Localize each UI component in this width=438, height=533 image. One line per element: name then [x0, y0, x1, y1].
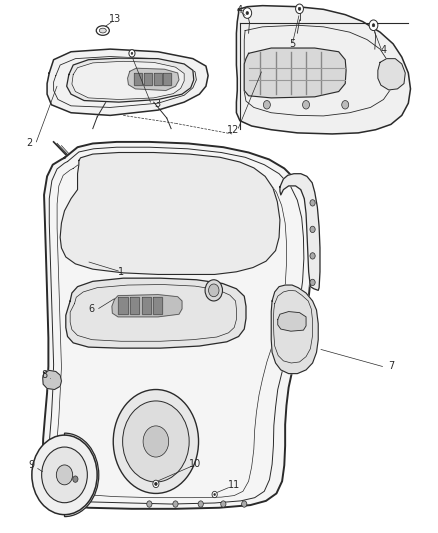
Circle shape [123, 401, 189, 482]
Circle shape [173, 501, 178, 507]
Circle shape [143, 426, 169, 457]
Circle shape [298, 7, 301, 11]
Circle shape [147, 501, 152, 507]
Circle shape [214, 494, 215, 496]
Circle shape [296, 4, 304, 13]
Text: 4: 4 [237, 5, 243, 15]
Polygon shape [378, 59, 405, 90]
Circle shape [303, 101, 310, 109]
Polygon shape [118, 297, 127, 314]
Polygon shape [130, 297, 139, 314]
Polygon shape [66, 278, 246, 348]
Ellipse shape [99, 28, 106, 33]
Polygon shape [237, 6, 410, 134]
Circle shape [221, 501, 226, 507]
Ellipse shape [96, 26, 110, 35]
Circle shape [369, 20, 378, 30]
Circle shape [153, 480, 159, 488]
Polygon shape [278, 312, 306, 331]
Polygon shape [271, 285, 318, 374]
Circle shape [242, 501, 247, 507]
Polygon shape [280, 174, 320, 290]
Text: 6: 6 [89, 304, 95, 314]
Polygon shape [72, 61, 184, 100]
Polygon shape [144, 74, 152, 85]
Circle shape [42, 447, 87, 503]
Circle shape [32, 435, 97, 515]
Circle shape [113, 390, 198, 494]
Polygon shape [43, 370, 61, 390]
Circle shape [243, 8, 252, 18]
Circle shape [342, 101, 349, 109]
Circle shape [263, 101, 270, 109]
Polygon shape [244, 48, 346, 98]
Text: 13: 13 [110, 14, 121, 25]
Text: 1: 1 [118, 267, 124, 277]
Text: 11: 11 [228, 480, 240, 490]
Polygon shape [112, 295, 182, 317]
Polygon shape [127, 68, 179, 91]
Text: 9: 9 [28, 461, 34, 470]
Circle shape [57, 465, 73, 485]
Circle shape [198, 501, 203, 507]
Circle shape [73, 476, 78, 482]
Polygon shape [60, 152, 280, 274]
Circle shape [372, 23, 375, 27]
Polygon shape [153, 297, 162, 314]
Circle shape [155, 482, 157, 486]
Circle shape [208, 284, 219, 297]
Circle shape [310, 200, 315, 206]
Polygon shape [67, 58, 194, 102]
Circle shape [310, 226, 315, 232]
Text: 10: 10 [189, 459, 201, 469]
Polygon shape [163, 74, 171, 85]
Polygon shape [141, 297, 151, 314]
Circle shape [131, 52, 133, 54]
Polygon shape [154, 74, 162, 85]
Text: 12: 12 [227, 125, 239, 135]
Circle shape [212, 491, 217, 498]
Text: 7: 7 [388, 361, 394, 371]
Text: 3: 3 [154, 99, 160, 109]
Text: 8: 8 [41, 370, 47, 380]
Circle shape [205, 280, 223, 301]
Circle shape [246, 12, 249, 14]
Polygon shape [47, 49, 208, 115]
Circle shape [310, 253, 315, 259]
Circle shape [310, 279, 315, 286]
Text: 2: 2 [27, 139, 33, 149]
Polygon shape [134, 74, 142, 85]
Text: 4: 4 [381, 45, 387, 55]
Circle shape [129, 50, 135, 57]
Text: 5: 5 [289, 39, 295, 49]
Polygon shape [43, 142, 311, 509]
Wedge shape [64, 433, 99, 516]
